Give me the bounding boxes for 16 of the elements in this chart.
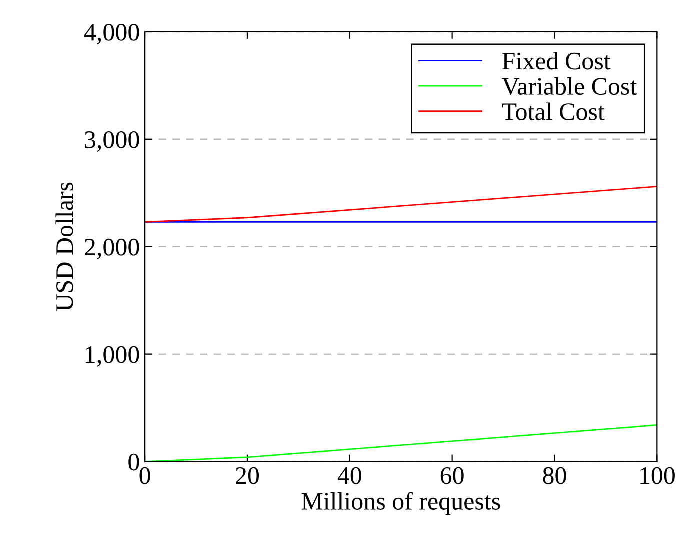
y-tick-label: 1,000: [86, 346, 140, 367]
y-tick-label: 0: [128, 454, 140, 471]
x-axis-title: Millions of requests: [302, 492, 500, 516]
y-tick-label: 3,000: [85, 131, 140, 152]
legend-label: Total Cost: [502, 102, 605, 120]
y-tick-label: 4,000: [84, 24, 140, 44]
y-tick-label: 2,000: [85, 238, 140, 260]
x-tick-label: 80: [543, 467, 566, 484]
y-axis-title: USD Dollars: [56, 182, 74, 312]
legend-label: Fixed Cost: [502, 52, 611, 70]
x-tick-label: 20: [236, 467, 260, 484]
x-tick-label: 40: [338, 467, 362, 484]
legend-label: Variable Cost: [502, 77, 638, 96]
x-tick-label: 100: [640, 467, 675, 484]
x-tick-label: 60: [440, 467, 464, 484]
x-tick-label: 0: [140, 467, 150, 484]
